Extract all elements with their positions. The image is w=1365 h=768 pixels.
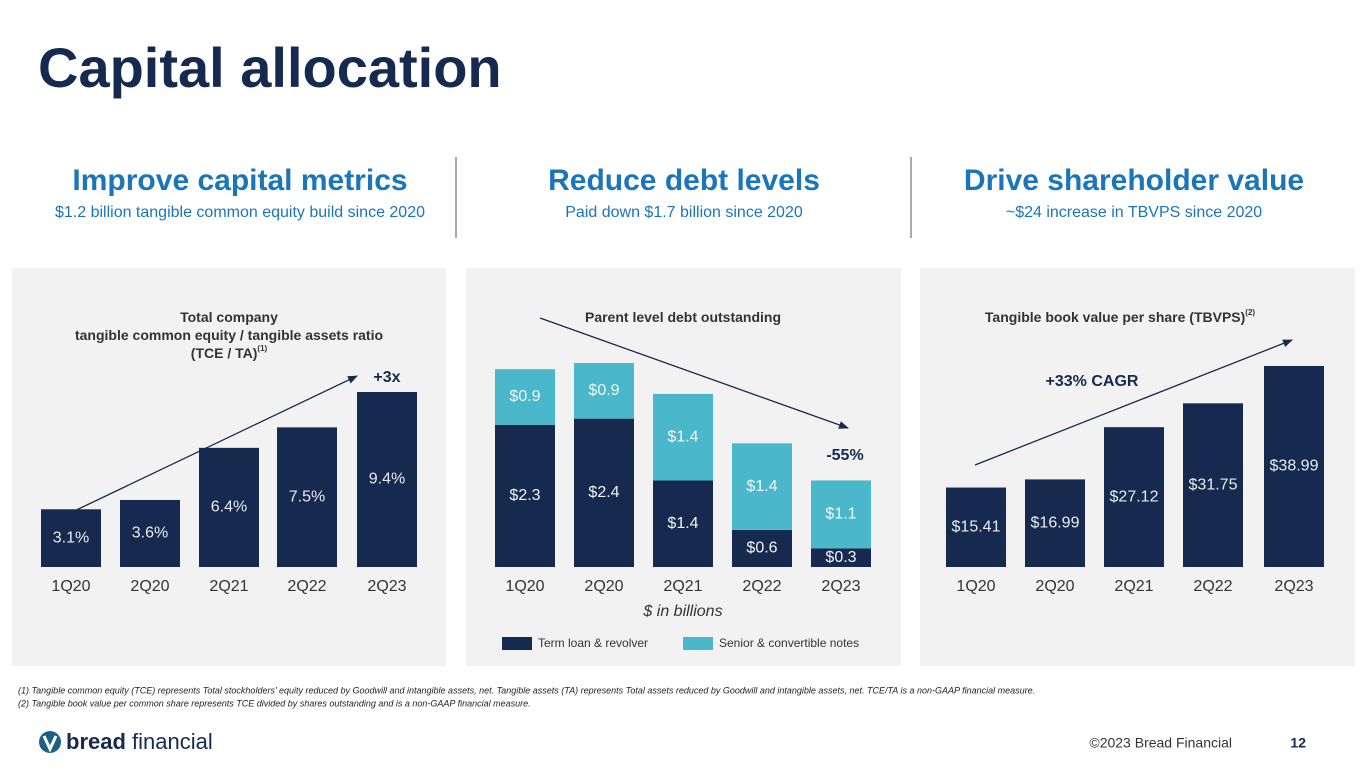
value-label: 3.1% bbox=[53, 529, 89, 546]
value-label: $0.9 bbox=[509, 388, 540, 405]
logo-word: financial bbox=[132, 729, 213, 754]
footnote: (2) Tangible book value per common share… bbox=[18, 698, 531, 708]
bar-segment bbox=[732, 529, 792, 567]
annotation: +3x bbox=[373, 369, 400, 386]
logo-text: bread financial bbox=[66, 729, 213, 754]
x-tick-label: 2Q21 bbox=[663, 578, 702, 595]
footnote: (1) Tangible common equity (TCE) represe… bbox=[18, 685, 1035, 695]
value-label: $1.4 bbox=[667, 515, 698, 532]
x-axis-label: $ in billions bbox=[642, 603, 722, 620]
column-heading: Reduce debt levels bbox=[548, 164, 820, 197]
value-label: $38.99 bbox=[1270, 458, 1319, 475]
chart-title-line: Total company bbox=[180, 309, 278, 325]
column-heading: Improve capital metrics bbox=[72, 164, 407, 197]
value-label: $16.99 bbox=[1031, 514, 1080, 531]
chart-title: Total company bbox=[180, 309, 278, 325]
bar-segment bbox=[574, 363, 634, 419]
chart-title-line: Parent level debt outstanding bbox=[585, 309, 781, 325]
logo: bread financial bbox=[39, 729, 213, 754]
value-label: 3.6% bbox=[132, 525, 168, 542]
bar bbox=[41, 509, 101, 567]
column-subheading: Paid down $1.7 billion since 2020 bbox=[565, 204, 803, 221]
value-label: $31.75 bbox=[1189, 476, 1238, 493]
legend-label: Term loan & revolver bbox=[538, 636, 648, 650]
column-subheading: $1.2 billion tangible common equity buil… bbox=[55, 204, 425, 221]
x-tick-label: 2Q20 bbox=[1035, 578, 1074, 595]
x-tick-label: 1Q20 bbox=[956, 578, 995, 595]
value-label: $0.9 bbox=[588, 382, 619, 399]
bar-segment bbox=[653, 480, 713, 567]
trend-arrow bbox=[539, 317, 849, 429]
value-label: $0.3 bbox=[825, 549, 856, 566]
bar-segment bbox=[811, 548, 871, 567]
value-label: $1.4 bbox=[746, 478, 777, 495]
bar bbox=[1104, 427, 1164, 567]
chart-title-line: tangible common equity / tangible assets… bbox=[75, 327, 383, 343]
x-tick-label: 2Q21 bbox=[209, 578, 248, 595]
bar-segment bbox=[495, 369, 555, 425]
chart-title: Tangible book value per share (TBVPS)(2) bbox=[985, 308, 1255, 325]
x-tick-label: 2Q23 bbox=[821, 578, 860, 595]
annotation: +33% CAGR bbox=[1046, 373, 1139, 390]
bar-segment bbox=[653, 393, 713, 481]
x-tick-label: 2Q23 bbox=[367, 578, 406, 595]
value-label: $2.3 bbox=[509, 487, 540, 504]
x-tick-label: 2Q20 bbox=[584, 578, 623, 595]
bar bbox=[946, 487, 1006, 567]
value-label: $1.4 bbox=[667, 428, 698, 445]
page-number: 12 bbox=[1290, 735, 1306, 751]
value-label: $27.12 bbox=[1110, 488, 1159, 505]
chart-title: (TCE / TA)(1) bbox=[191, 344, 268, 361]
value-label: $0.6 bbox=[746, 540, 777, 557]
value-label: $2.4 bbox=[588, 484, 619, 501]
logo-word: bread bbox=[66, 729, 126, 754]
legend-label: Senior & convertible notes bbox=[719, 636, 859, 650]
value-label: $1.1 bbox=[825, 506, 856, 523]
bar-segment bbox=[574, 418, 634, 567]
x-tick-label: 2Q20 bbox=[130, 578, 169, 595]
column-subheading: ~$24 increase in TBVPS since 2020 bbox=[1006, 204, 1262, 221]
logo-mark bbox=[42, 735, 58, 753]
bar bbox=[120, 499, 180, 567]
chart-title-line: Tangible book value per share (TBVPS) bbox=[985, 309, 1245, 325]
annotation: -55% bbox=[826, 447, 863, 464]
trend-arrow bbox=[974, 339, 1293, 466]
x-tick-label: 2Q21 bbox=[1114, 578, 1153, 595]
bar-segment bbox=[732, 443, 792, 530]
x-tick-label: 2Q22 bbox=[1193, 578, 1232, 595]
slide-title: Capital allocation bbox=[38, 36, 502, 99]
bar bbox=[1025, 479, 1085, 567]
copyright: ©2023 Bread Financial bbox=[1089, 735, 1232, 751]
bar bbox=[1264, 366, 1324, 567]
chart-title-note: (2) bbox=[1245, 308, 1255, 317]
bar bbox=[199, 447, 259, 567]
chart-title: Parent level debt outstanding bbox=[585, 309, 781, 325]
value-label: 7.5% bbox=[289, 488, 325, 505]
bar bbox=[1183, 403, 1243, 567]
x-tick-label: 2Q22 bbox=[742, 578, 781, 595]
value-label: $15.41 bbox=[952, 518, 1001, 535]
value-label: 6.4% bbox=[211, 499, 247, 516]
chart-title-note: (1) bbox=[257, 344, 267, 353]
bar bbox=[277, 427, 337, 567]
x-tick-label: 2Q23 bbox=[1274, 578, 1313, 595]
bar-segment bbox=[811, 480, 871, 549]
bar bbox=[357, 392, 417, 567]
bar-segment bbox=[495, 424, 555, 567]
legend-swatch bbox=[502, 637, 532, 650]
chart-title: tangible common equity / tangible assets… bbox=[75, 327, 383, 343]
x-tick-label: 2Q22 bbox=[287, 578, 326, 595]
column-heading: Drive shareholder value bbox=[964, 164, 1304, 197]
trend-arrow bbox=[67, 375, 358, 515]
x-tick-label: 1Q20 bbox=[51, 578, 90, 595]
value-label: 9.4% bbox=[369, 471, 405, 488]
legend-swatch bbox=[683, 637, 713, 650]
chart-title-line: (TCE / TA) bbox=[191, 345, 258, 361]
x-tick-label: 1Q20 bbox=[505, 578, 544, 595]
